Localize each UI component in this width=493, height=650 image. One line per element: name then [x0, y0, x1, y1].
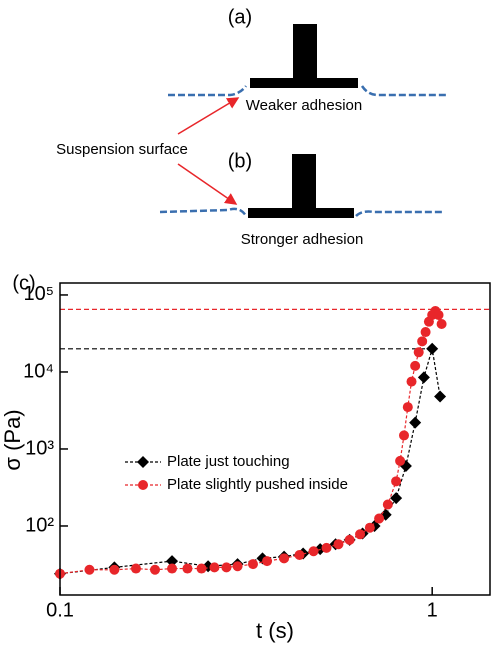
data-point — [182, 563, 193, 574]
data-point — [333, 539, 344, 550]
surface — [355, 210, 442, 217]
y-axis-label: σ (Pa) — [0, 409, 25, 470]
panel-label: (a) — [228, 6, 252, 28]
data-point — [436, 318, 447, 329]
data-point — [426, 342, 439, 355]
data-point — [374, 513, 385, 524]
plate-stem — [293, 24, 317, 80]
legend-marker — [137, 456, 149, 468]
data-point — [279, 553, 290, 564]
data-point — [433, 309, 444, 320]
y-tick-label: 10⁴ — [23, 360, 54, 382]
data-point — [417, 336, 428, 347]
data-point — [434, 390, 447, 403]
data-point — [382, 499, 393, 510]
legend-label: Plate just touching — [167, 453, 290, 470]
data-point — [196, 563, 207, 574]
plate — [248, 208, 354, 218]
plot-frame — [59, 282, 491, 596]
data-point — [308, 546, 319, 557]
x-tick-label: 0.1 — [46, 599, 74, 621]
data-point — [232, 561, 243, 572]
legend-marker — [138, 480, 148, 490]
y-tick-label: 10⁵ — [23, 283, 54, 305]
series-line — [59, 309, 443, 575]
data-point — [395, 455, 406, 466]
surface — [360, 85, 446, 97]
data-point — [399, 430, 410, 441]
data-point — [321, 542, 332, 553]
data-point — [409, 416, 422, 429]
plate — [250, 78, 358, 88]
panel-label: (c) — [12, 272, 35, 294]
data-point — [221, 562, 232, 573]
caption: Weaker adhesion — [246, 97, 362, 114]
y-tick-label: 10³ — [25, 437, 54, 459]
data-point — [390, 492, 403, 505]
data-point — [410, 360, 421, 371]
data-point — [402, 402, 413, 413]
x-axis-label: t (s) — [256, 618, 294, 643]
plot — [54, 305, 490, 580]
data-point — [344, 534, 355, 545]
data-point — [209, 562, 220, 573]
legend-label: Plate slightly pushed inside — [167, 476, 348, 493]
data-point — [109, 564, 120, 575]
arrow — [177, 163, 238, 205]
pointer-label: Suspension surface — [56, 141, 188, 158]
data-point — [294, 549, 305, 560]
data-point — [391, 476, 402, 487]
plate-stem — [292, 154, 316, 210]
data-point — [150, 564, 161, 575]
data-point — [166, 555, 179, 568]
arrow — [177, 97, 240, 135]
data-point — [417, 371, 430, 384]
data-point — [420, 327, 431, 338]
panel-label: (b) — [228, 150, 252, 172]
data-point — [364, 522, 375, 533]
caption: Stronger adhesion — [241, 231, 364, 248]
x-tick-label: 1 — [427, 599, 438, 621]
data-point — [247, 559, 258, 570]
data-point — [262, 556, 273, 567]
data-point — [84, 564, 95, 575]
data-point — [406, 376, 417, 387]
data-point — [413, 347, 424, 358]
y-tick-label: 10² — [25, 514, 54, 536]
data-point — [167, 563, 178, 574]
data-point — [355, 529, 366, 540]
surface — [159, 207, 248, 217]
surface — [168, 85, 247, 97]
data-point — [130, 563, 141, 574]
